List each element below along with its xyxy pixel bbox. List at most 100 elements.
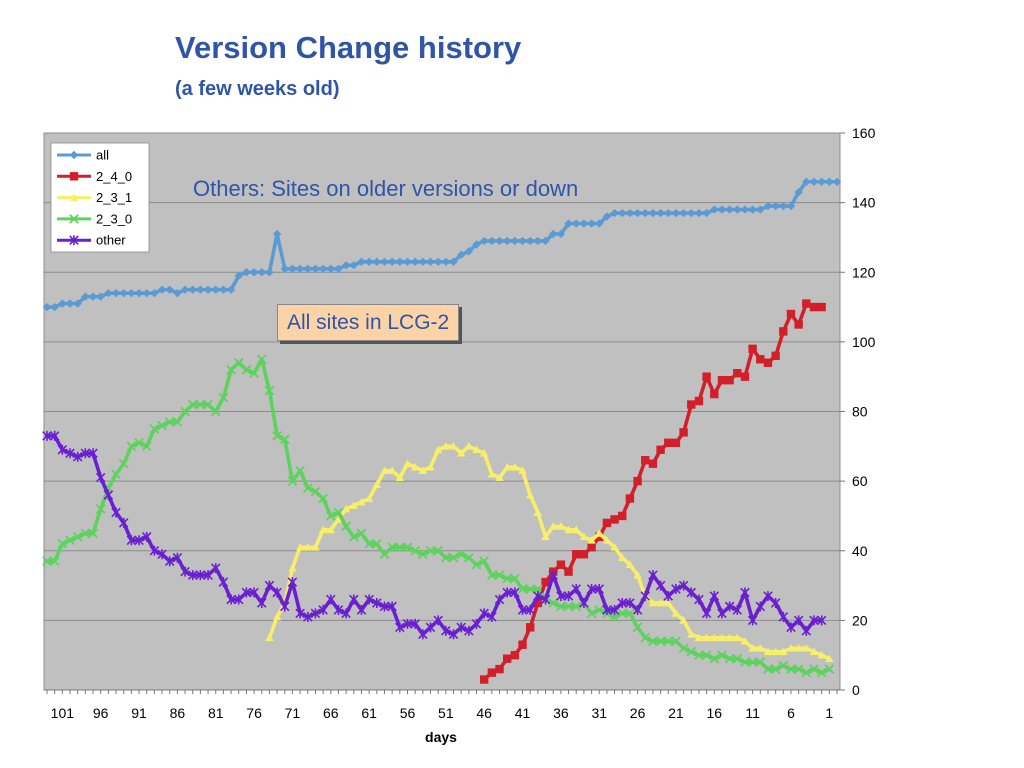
data-point-2_3_1 bbox=[418, 466, 428, 475]
data-point-2_3_1 bbox=[625, 560, 635, 569]
data-point-other bbox=[510, 587, 520, 598]
data-point-all bbox=[487, 236, 497, 246]
data-point-2_3_0 bbox=[548, 598, 559, 608]
data-point-2_3_1 bbox=[633, 570, 642, 579]
data-point-2_3_0 bbox=[256, 354, 267, 365]
data-point-2_3_1 bbox=[357, 497, 366, 506]
data-point-other bbox=[617, 597, 628, 608]
data-point-all bbox=[127, 288, 136, 298]
data-point-other bbox=[456, 622, 466, 633]
data-point-other bbox=[778, 611, 789, 622]
data-point-2_3_0 bbox=[210, 406, 221, 417]
data-point-2_3_1 bbox=[403, 459, 412, 468]
data-point-2_3_0 bbox=[533, 584, 543, 594]
data-point-all bbox=[533, 236, 543, 246]
data-point-2_3_0 bbox=[164, 417, 175, 427]
data-point-2_3_0 bbox=[517, 584, 528, 594]
data-point-other bbox=[494, 594, 505, 605]
data-point-other bbox=[241, 587, 252, 598]
data-point-2_4_0 bbox=[487, 668, 497, 677]
data-point-all bbox=[73, 299, 82, 308]
data-point-2_3_0 bbox=[364, 538, 374, 549]
annotation-others-note: Others: Sites on older versions or down bbox=[193, 176, 579, 201]
data-point-2_3_1 bbox=[364, 494, 374, 502]
y-tick-label: 120 bbox=[852, 264, 876, 280]
data-point-other bbox=[410, 618, 420, 629]
data-point-2_3_1 bbox=[456, 449, 466, 457]
legend-item-2_3_0: 2_3_0 bbox=[57, 211, 132, 226]
legend-item-2_3_1: 2_3_1 bbox=[57, 190, 132, 205]
data-point-all bbox=[786, 201, 796, 211]
data-point-all bbox=[418, 257, 428, 267]
data-point-2_3_1 bbox=[265, 633, 274, 642]
data-point-2_3_1 bbox=[786, 644, 796, 652]
data-point-2_3_1 bbox=[533, 508, 543, 516]
data-point-other bbox=[724, 601, 735, 612]
data-point-2_3_0 bbox=[487, 570, 497, 580]
data-point-2_3_0 bbox=[617, 608, 628, 619]
legend-label-all: all bbox=[96, 148, 109, 163]
data-point-other bbox=[471, 618, 482, 629]
data-point-all bbox=[165, 285, 174, 294]
data-point-all bbox=[134, 288, 144, 298]
data-point-other bbox=[126, 535, 137, 546]
data-point-all bbox=[88, 292, 98, 301]
data-point-other bbox=[149, 545, 160, 556]
data-point-all bbox=[679, 208, 688, 218]
data-point-2_3_1 bbox=[326, 525, 335, 534]
data-point-2_3_0 bbox=[747, 657, 758, 667]
data-point-all bbox=[226, 285, 236, 294]
data-point-2_4_0 bbox=[664, 438, 673, 448]
data-point-2_3_1 bbox=[395, 473, 405, 482]
data-point-2_3_1 bbox=[472, 445, 481, 454]
legend-label-2_3_0: 2_3_0 bbox=[96, 211, 132, 226]
data-point-all bbox=[341, 261, 351, 270]
data-point-all bbox=[326, 264, 335, 273]
data-point-2_3_0 bbox=[755, 657, 766, 667]
data-point-2_4_0 bbox=[602, 518, 612, 528]
data-point-2_3_1 bbox=[664, 598, 673, 607]
data-point-other bbox=[540, 594, 551, 605]
data-point-2_3_1 bbox=[595, 529, 604, 537]
data-point-2_3_1 bbox=[587, 536, 596, 544]
data-point-all bbox=[196, 285, 205, 294]
data-point-other bbox=[763, 591, 773, 602]
data-point-all bbox=[479, 236, 489, 246]
data-point-all bbox=[564, 219, 573, 228]
data-point-all bbox=[710, 205, 719, 214]
data-point-all bbox=[541, 236, 550, 246]
y-tick-label: 160 bbox=[852, 125, 876, 141]
data-point-all bbox=[50, 302, 59, 312]
legend-marker-2_3_1 bbox=[69, 193, 79, 201]
data-point-2_4_0 bbox=[633, 476, 642, 486]
data-point-2_4_0 bbox=[526, 623, 535, 632]
data-point-2_3_1 bbox=[387, 466, 397, 475]
data-point-all bbox=[825, 177, 834, 186]
data-point-2_4_0 bbox=[595, 532, 604, 542]
data-point-all bbox=[65, 299, 75, 308]
data-point-other bbox=[464, 625, 474, 636]
data-point-all bbox=[188, 285, 197, 294]
x-tick-label-86: 86 bbox=[170, 705, 186, 721]
data-point-all bbox=[625, 208, 635, 218]
data-point-all bbox=[756, 205, 765, 214]
data-point-2_3_1 bbox=[541, 532, 550, 541]
data-point-all bbox=[334, 264, 343, 273]
data-point-all bbox=[502, 236, 512, 246]
data-point-2_3_0 bbox=[425, 545, 436, 556]
x-tick-label-11: 11 bbox=[745, 705, 760, 721]
data-point-2_3_0 bbox=[118, 458, 129, 469]
data-point-2_3_0 bbox=[786, 664, 796, 674]
data-point-other bbox=[218, 577, 229, 588]
data-point-other bbox=[341, 608, 351, 619]
data-point-all bbox=[433, 257, 443, 267]
data-point-2_3_0 bbox=[371, 538, 382, 549]
data-point-2_3_0 bbox=[310, 486, 321, 497]
data-point-2_3_0 bbox=[763, 664, 773, 674]
data-point-all bbox=[733, 205, 742, 214]
data-point-2_4_0 bbox=[579, 550, 589, 559]
data-point-2_3_0 bbox=[264, 385, 275, 396]
data-point-all bbox=[249, 268, 259, 277]
data-point-other bbox=[287, 577, 298, 588]
data-point-2_4_0 bbox=[656, 445, 665, 454]
